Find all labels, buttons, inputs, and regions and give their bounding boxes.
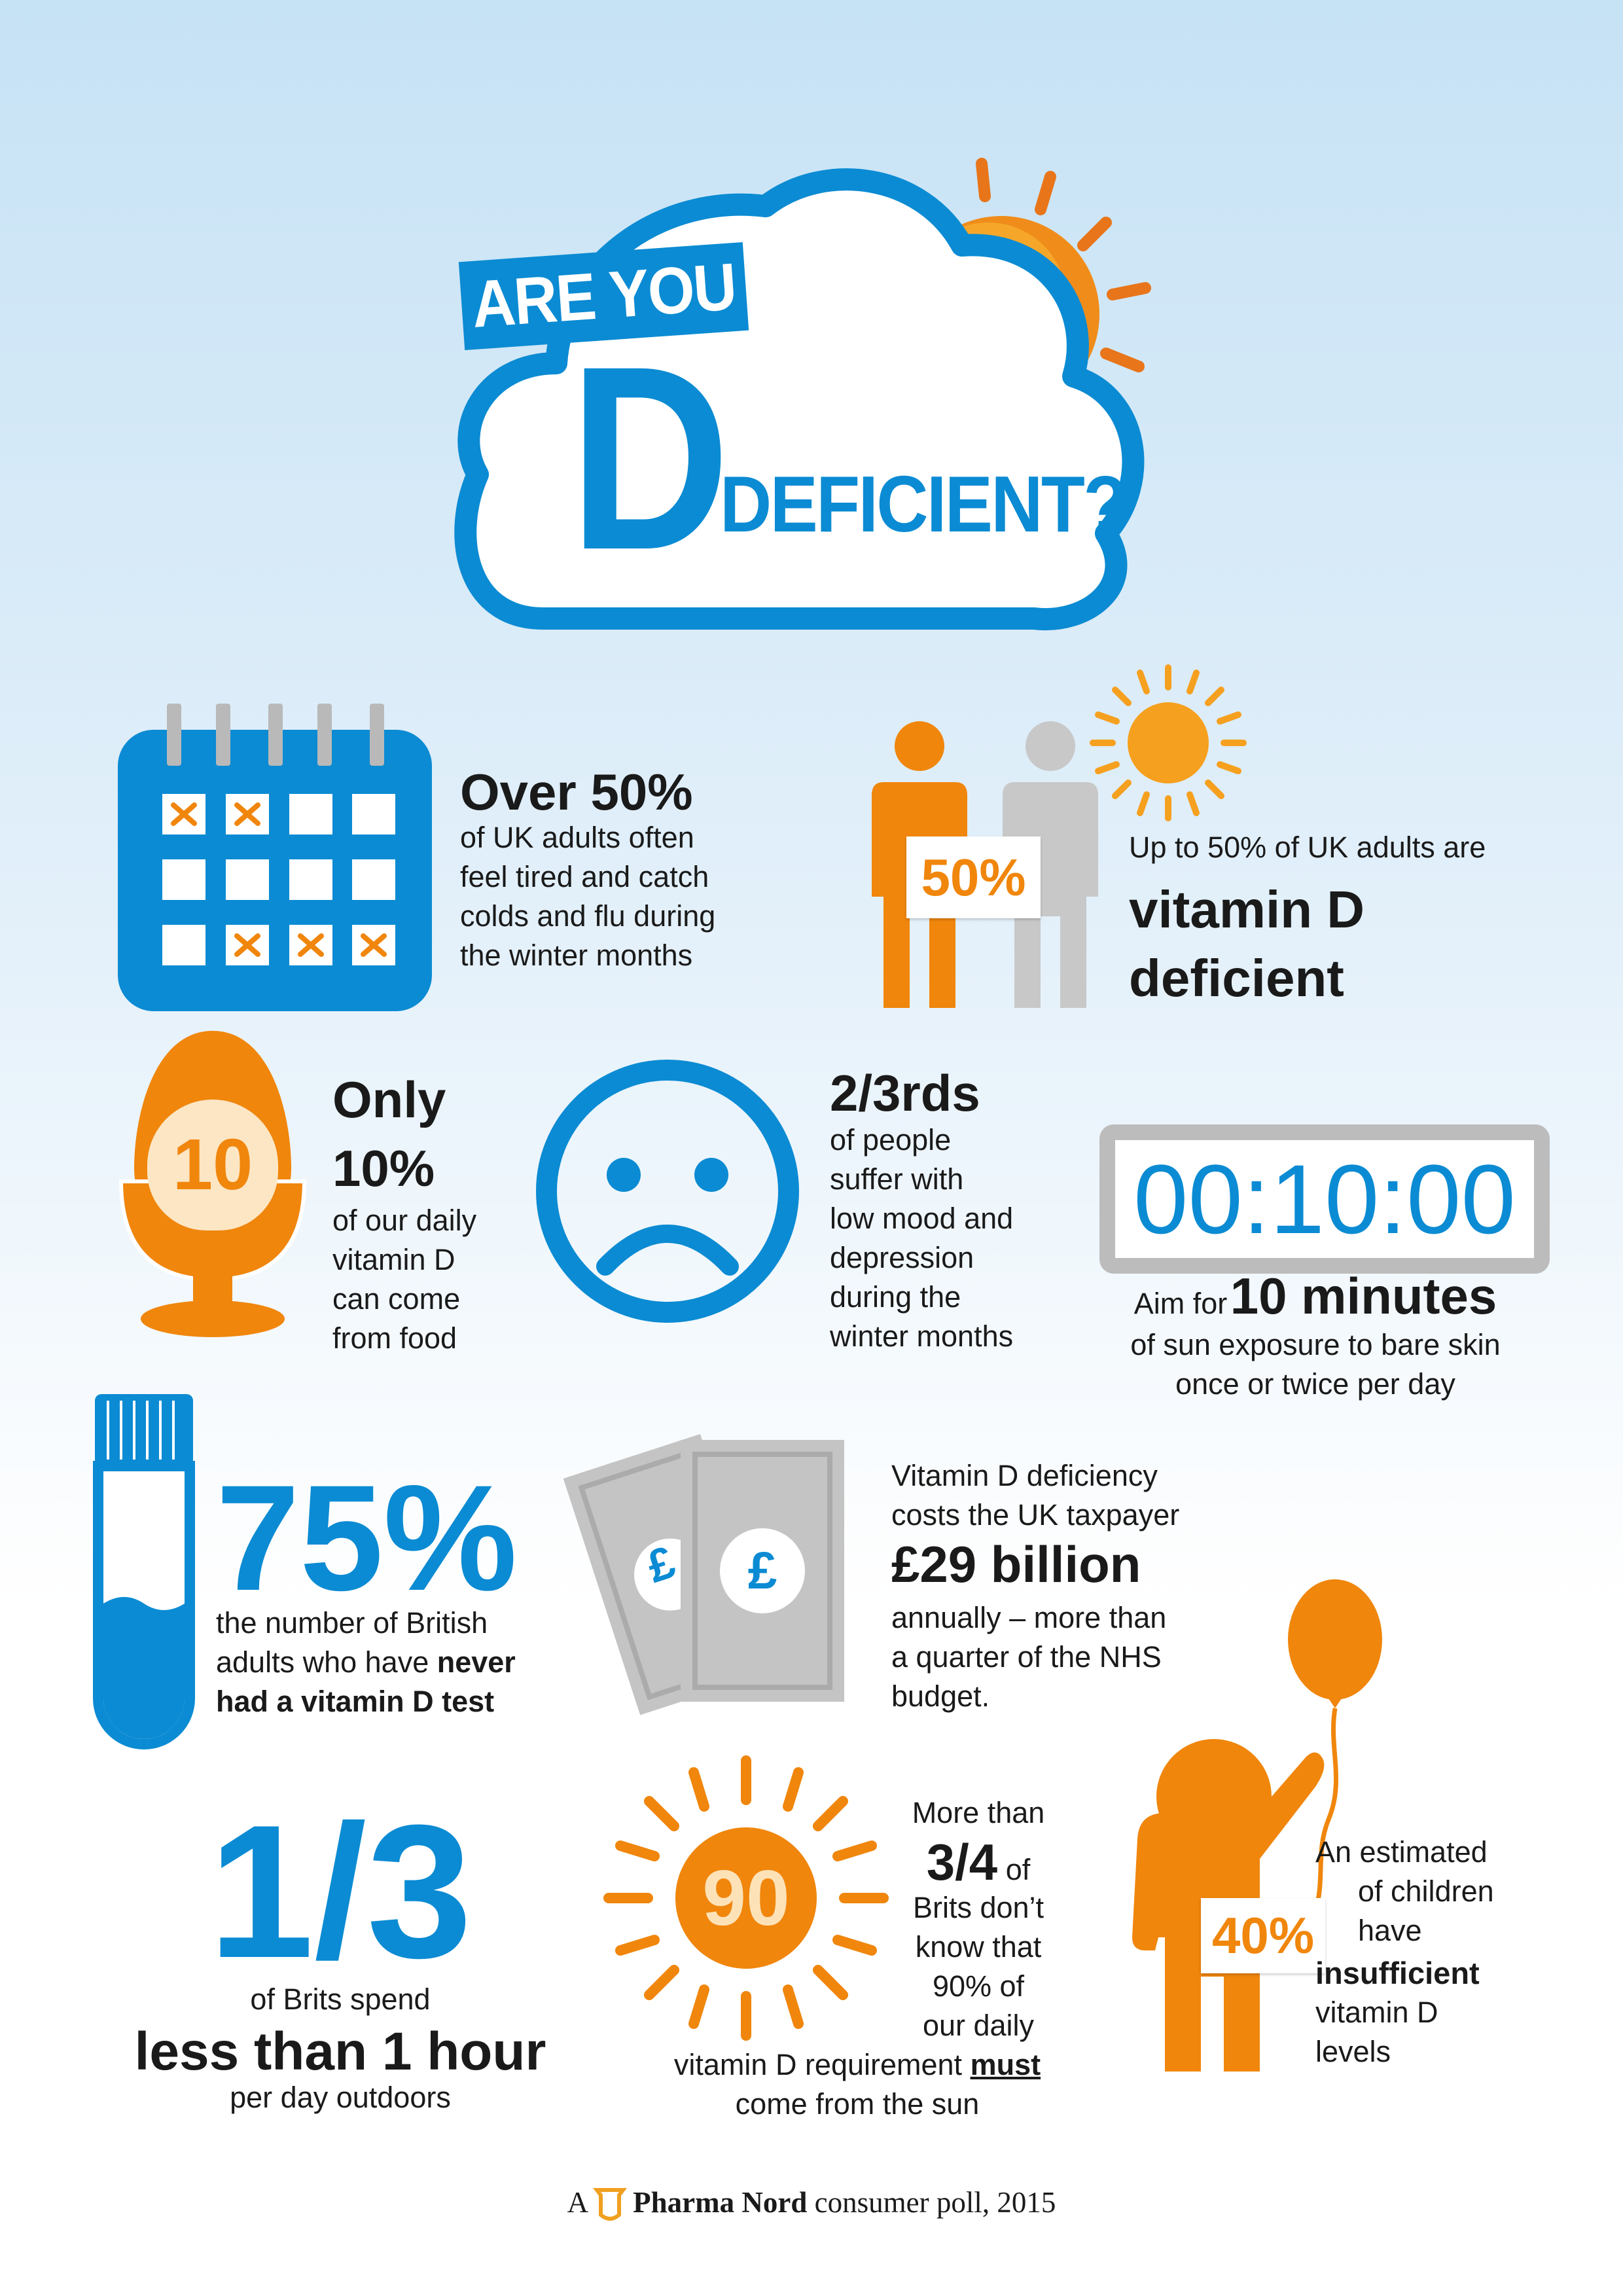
- percent-badge: [1201, 1898, 1325, 1973]
- stat-outdoors-heading: 1/3: [208, 1785, 473, 1998]
- percent-badge-text: 40%: [1211, 1907, 1315, 1964]
- text-line: can come: [332, 1282, 461, 1316]
- stat-mood-heading: 2/3rds: [830, 1064, 980, 1122]
- stat-sun-req-line-1: More than: [912, 1796, 1045, 1829]
- text-line: of sun exposure to bare skin: [1130, 1328, 1501, 1361]
- text-line: have: [1358, 1914, 1422, 1947]
- stat-food-text: of our daily vitamin D can come from foo…: [332, 1201, 476, 1358]
- text-line: know that: [915, 1930, 1042, 1964]
- stat-outdoors-line-2: per day outdoors: [230, 2081, 451, 2114]
- text-line: from food: [332, 1321, 457, 1355]
- sun-outline-icon: [1090, 664, 1247, 821]
- footer-suffix: consumer poll, 2015: [814, 2186, 1056, 2219]
- timer-display: [1099, 1124, 1550, 1274]
- three-quarters-text: 3/4: [926, 1833, 998, 1891]
- text-line: suffer with: [830, 1162, 964, 1196]
- ten-minutes-text: 10 minutes: [1230, 1267, 1497, 1325]
- aim-for-text: Aim for: [1133, 1287, 1228, 1320]
- text-line: our daily: [922, 2009, 1035, 2042]
- text-line: adults who have never: [216, 1643, 516, 1682]
- text-line: costs the UK taxpayer: [891, 1498, 1180, 1532]
- text-plain: of: [997, 1853, 1031, 1886]
- stat-sun-req-emph-line: 3/4 of: [877, 1833, 1080, 1907]
- text-line: low mood and: [830, 1202, 1014, 1235]
- text-line: a quarter of the NHS: [891, 1640, 1162, 1674]
- text-line: during the: [830, 1280, 961, 1314]
- text-bold-underlined: must: [970, 2048, 1041, 2081]
- stat-deficient-emph-2: deficient: [1129, 949, 1344, 1007]
- text-line: Brits don’t: [912, 1891, 1044, 1924]
- text-line: Vitamin D deficiency: [891, 1459, 1158, 1492]
- text-line: annually – more than: [891, 1601, 1167, 1634]
- big-d-letter: D: [569, 312, 730, 604]
- stat-outdoors-line-1: of Brits spend: [250, 1982, 431, 2016]
- text-line: winter months: [830, 1319, 1014, 1353]
- text-bold: never: [437, 1645, 516, 1679]
- deficient-text: DEFICIENT?: [720, 459, 1127, 548]
- text-line: had a vitamin D test: [216, 1685, 495, 1718]
- text-line: of our daily: [332, 1204, 477, 1237]
- footer-brand: Pharma Nord: [633, 2186, 808, 2219]
- stat-sun-req-text: Brits don’t know that 90% of our daily: [877, 1888, 1080, 2045]
- footer: A Pharma Nord consumer poll, 2015: [0, 2176, 1623, 2229]
- test-tube-icon: [93, 1394, 195, 1749]
- stat-tired-text: of UK adults often feel tired and catch …: [460, 818, 715, 975]
- banknotes-icon: [563, 1433, 844, 1715]
- text-line: feel tired and catch: [460, 860, 709, 893]
- stat-children-text-top: An estimated of children have: [1315, 1833, 1494, 1950]
- text-line: budget.: [891, 1679, 990, 1713]
- stat-children-text-bottom: vitamin D levels: [1315, 1993, 1438, 2072]
- sun-number: 90: [702, 1854, 790, 1942]
- text-plain: vitamin D requirement: [673, 2048, 971, 2081]
- stat-outdoors-emph: less than 1 hour: [134, 2022, 546, 2081]
- stat-deficient-emph-1: vitamin D: [1129, 880, 1365, 939]
- text-line: the number of British: [216, 1606, 488, 1640]
- text-line: of children: [1358, 1874, 1494, 1908]
- percent-badge: [906, 836, 1041, 918]
- calendar-icon: [118, 704, 432, 1011]
- sad-face-icon: [536, 1060, 799, 1323]
- text-plain: adults who have: [216, 1645, 437, 1679]
- stat-test-heading: 75%: [216, 1454, 518, 1622]
- text-line: of UK adults often: [460, 821, 694, 854]
- stat-sun-time-text: of sun exposure to bare skin once or twi…: [1086, 1325, 1544, 1404]
- cloud-shape: [454, 168, 1145, 631]
- text-line: the winter months: [460, 939, 693, 972]
- stat-food-heading-2: 10%: [332, 1139, 435, 1197]
- sun-rays-icon: [603, 1755, 889, 2041]
- stat-children-emph: insufficient: [1315, 1956, 1480, 1990]
- text-line: of people: [830, 1123, 952, 1157]
- footer-prefix: A: [567, 2186, 587, 2219]
- stat-sun-req-line-req: vitamin D requirement must: [628, 2045, 1086, 2085]
- text-line: colds and flu during: [460, 899, 716, 933]
- text-line: 90% of: [932, 1969, 1025, 2003]
- stat-tired-heading: Over 50%: [460, 763, 693, 821]
- stat-test-text: the number of British adults who have ne…: [216, 1604, 516, 1721]
- pharma-nord-logo-icon: [592, 2187, 627, 2221]
- stat-cost-text-top: Vitamin D deficiency costs the UK taxpay…: [891, 1456, 1179, 1535]
- timer-text: 00:10:00: [1133, 1144, 1516, 1254]
- stat-cost-text-bottom: annually – more than a quarter of the NH…: [891, 1598, 1166, 1716]
- stat-deficient-intro: Up to 50% of UK adults are: [1129, 831, 1486, 864]
- percent-badge-text: 50%: [921, 848, 1026, 906]
- text-line: depression: [830, 1241, 974, 1274]
- stat-mood-text: of people suffer with low mood and depre…: [830, 1121, 1013, 1356]
- stat-cost-emph: £29 billion: [891, 1535, 1141, 1593]
- stat-food-heading-1: Only: [332, 1071, 446, 1128]
- pound-symbol-front: £: [747, 1541, 777, 1600]
- text-line: vitamin D: [1315, 1996, 1438, 2029]
- text-line: vitamin D: [332, 1243, 455, 1276]
- text-line: levels: [1315, 2035, 1391, 2068]
- text-line: An estimated: [1315, 1835, 1488, 1869]
- egg-number: 10: [147, 1100, 278, 1230]
- text-line: once or twice per day: [1175, 1367, 1455, 1401]
- stat-sun-req-line-last: come from the sun: [735, 2087, 980, 2121]
- stat-sun-time-line: Aim for 10 minutes: [1086, 1266, 1544, 1326]
